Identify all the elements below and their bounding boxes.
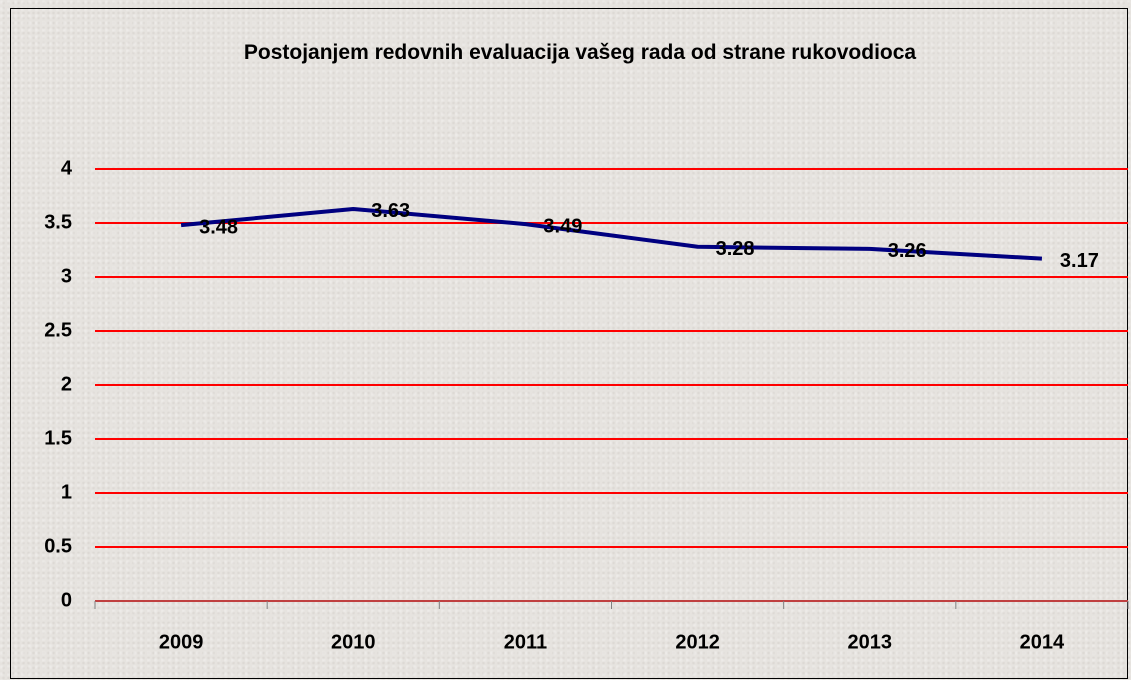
y-tick-label: 0 <box>61 589 72 611</box>
y-tick-label: 3 <box>61 265 72 287</box>
data-label: 3.49 <box>543 215 582 237</box>
chart-title: Postojanjem redovnih evaluacija vašeg ra… <box>243 41 917 64</box>
y-tick-label: 2.5 <box>44 319 72 341</box>
x-tick-label: 2011 <box>504 631 547 653</box>
x-tick-label: 2010 <box>331 631 376 653</box>
x-tick-label: 2009 <box>159 631 204 653</box>
chart-border <box>10 8 1128 679</box>
x-tick-label: 2014 <box>1020 631 1065 653</box>
line <box>180 206 1043 261</box>
y-tick-label: 3.5 <box>44 211 72 233</box>
data-label: 3.28 <box>716 238 755 260</box>
x-tick-label: 2013 <box>848 631 893 653</box>
y-tick-label: 2 <box>61 373 72 395</box>
y-tick-label: 0.5 <box>44 535 72 557</box>
data-label: 3.63 <box>371 200 410 222</box>
y-tick-label: 1 <box>61 481 72 503</box>
data-label: 3.26 <box>888 240 927 262</box>
y-tick-label: 4 <box>61 157 73 179</box>
x-tick-label: 2012 <box>675 631 720 653</box>
y-tick-label: 1.5 <box>44 427 72 449</box>
data-label: 3.48 <box>199 216 238 238</box>
data-label: 3.17 <box>1060 250 1099 272</box>
